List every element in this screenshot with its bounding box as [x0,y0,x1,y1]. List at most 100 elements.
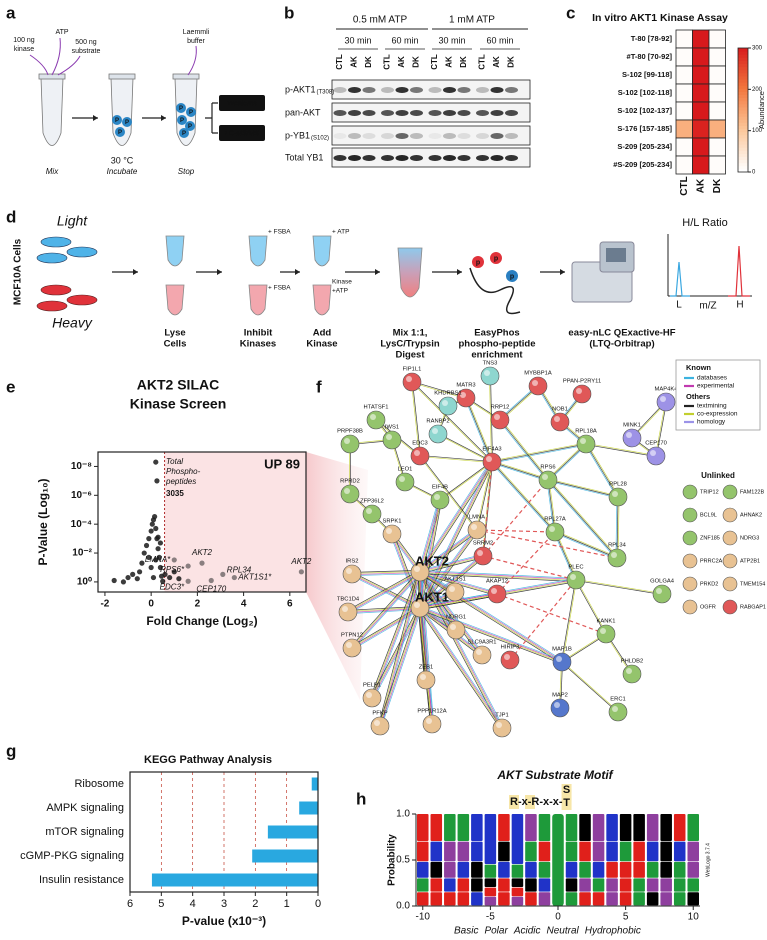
colorbar-step [738,72,748,77]
lane-label: AK [350,56,359,68]
edge [420,606,563,661]
colorbar-step [738,131,748,136]
edge [419,461,492,608]
label: p [510,273,514,280]
node-label: MYBBP1A [524,371,552,377]
row-label: T-80 [78-92] [631,34,673,43]
label: 60 min [391,35,418,45]
band [476,155,489,161]
tube [248,235,268,267]
node [545,522,565,542]
edge [489,376,492,463]
colorbar-step [738,91,748,95]
node [342,638,362,658]
x-tick-label: 2 [195,599,201,610]
node [576,434,596,454]
colorbar-step [738,66,748,71]
node-label: AKT1S1 [444,577,466,583]
point [185,578,191,584]
logo-glyph [633,814,645,841]
edge [575,580,606,635]
label: MCF10A Cells [13,238,24,305]
edge [420,571,503,728]
node-highlight [549,526,555,532]
node [490,410,510,430]
node-label: EDC3 [412,441,427,447]
panel-letter: d [6,207,16,226]
node [682,553,698,569]
band [410,110,423,116]
point [298,569,304,575]
label: Unlinked [701,471,735,480]
row-label-site: (T308) [317,90,335,96]
band [428,110,442,116]
heat-cell [708,137,726,157]
legend-label: Acidic [513,926,541,937]
pipette-arrow [57,55,81,76]
logo-glyph [606,861,618,878]
edge [352,572,422,650]
y-tick-label: 10⁻⁶ [71,490,92,501]
legend-label: Basic [454,926,478,937]
node [446,620,466,640]
row-label: pan-AKT [285,107,321,117]
label: Total [166,457,183,466]
pipette-arrow [29,54,49,76]
logo-glyph [457,814,470,841]
node [410,446,430,466]
arrow-head [560,269,565,275]
logo-glyph [579,892,591,906]
node-label: EIF4A3 [482,447,501,453]
colorbar-step [738,137,748,142]
node-highlight [399,476,405,482]
x-tick-label: -5 [486,912,495,923]
logo-glyph [430,814,443,841]
y-tick-label: Insulin resistance [39,874,124,886]
node [370,716,390,736]
logo-glyph [417,841,429,862]
colorbar-step [738,82,748,86]
node [566,570,586,590]
y-tick-label: 0.0 [396,901,410,912]
label: substrate [72,48,101,55]
node-highlight [370,414,376,420]
edge [561,662,618,713]
edge [411,382,420,457]
y-tick-label: 10⁻⁸ [71,461,92,472]
point [157,540,163,546]
node-label: RABGAP1 [740,604,766,610]
row-label: S-102 [102-118] [618,88,673,97]
node-label: IWS1 [385,425,399,431]
logo-glyph [646,841,659,862]
dish [36,300,68,312]
panel-letter: c [566,3,575,22]
label: 100 ng [13,37,35,44]
edge [373,608,422,699]
node-label: TBC1D4 [337,597,360,603]
edge [370,571,419,698]
band [348,87,361,93]
band [428,133,442,139]
row-label: p-YB1 [285,130,310,140]
edge [586,443,620,497]
edge [420,530,478,609]
y-tick-label: cGMP-PKG signaling [20,850,124,862]
point-label: RPS6* [160,565,185,574]
edge [381,608,422,727]
label: P [118,130,122,136]
edge [371,607,420,698]
node-highlight [426,718,432,724]
point [120,579,127,585]
node [445,582,465,602]
chart-title: AKT2 SILAC [137,377,219,393]
colorbar-step [738,141,748,145]
logo-glyph [457,878,470,892]
point [143,542,150,549]
chart-title: In vitro AKT1 Kinase Assay [592,12,728,24]
logo-glyph [687,878,699,892]
band [410,133,423,139]
logo-glyph [430,841,443,862]
node-highlight [344,438,350,444]
phospho-bead [185,121,195,131]
logo-glyph [579,861,591,878]
